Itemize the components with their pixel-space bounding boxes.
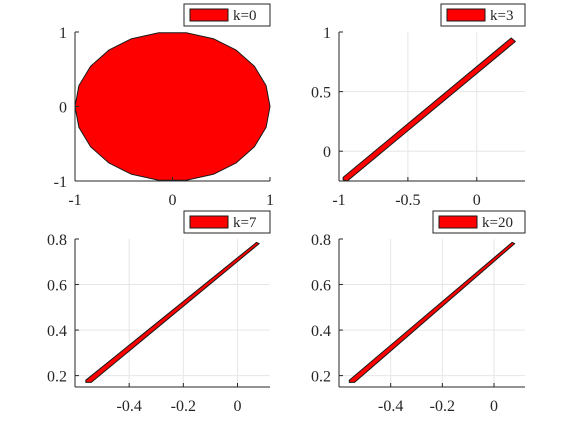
y-tick-label: 0.2 <box>311 369 331 386</box>
y-tick-label: 0.4 <box>47 323 67 340</box>
legend-label: k=3 <box>490 8 513 24</box>
x-tick-label: -0.5 <box>395 192 420 209</box>
subplot-3: -0.4 -0.2 0 0.2 0.4 0.6 0.8 k=7 <box>47 210 271 415</box>
y-tick-label: 0.2 <box>47 369 67 386</box>
subplot-4: -0.4 -0.2 0 0.2 0.4 0.6 0.8 k=20 <box>311 210 526 415</box>
subplot-1: -1 0 1 -1 0 1 k=0 <box>54 3 274 209</box>
x-tick-label: -0.4 <box>378 398 403 415</box>
polygon-region <box>85 241 260 383</box>
y-tick-label: 0 <box>59 100 67 117</box>
legend-swatch <box>189 215 229 229</box>
x-tick-label: -1 <box>332 192 345 209</box>
legend-label: k=20 <box>482 215 513 231</box>
x-tick-label: 0 <box>234 398 242 415</box>
x-tick-label: -1 <box>68 192 81 209</box>
y-tick-label: 0.8 <box>47 232 67 249</box>
y-tick-label: 0 <box>323 144 331 161</box>
legend-swatch <box>438 215 478 229</box>
y-tick-label: 0.5 <box>311 85 331 102</box>
y-tick-label: 0.8 <box>311 232 331 249</box>
subplot-2: -1 -0.5 0 0 0.5 1 k=3 <box>311 3 526 209</box>
x-tick-label: 0 <box>473 192 481 209</box>
x-tick-label: 1 <box>266 192 274 209</box>
legend-label: k=7 <box>233 215 257 231</box>
x-tick-label: 0 <box>490 398 498 415</box>
y-tick-label: -1 <box>54 174 67 191</box>
x-tick-label: 0 <box>169 192 177 209</box>
legend-swatch <box>189 8 229 22</box>
legend-swatch <box>446 8 486 22</box>
x-tick-label: -0.2 <box>430 398 455 415</box>
polygon-region <box>348 241 516 383</box>
y-tick-label: 0.4 <box>311 323 331 340</box>
polygon-region <box>74 32 271 181</box>
y-tick-label: 0.6 <box>311 278 331 295</box>
legend-label: k=0 <box>233 8 256 24</box>
x-tick-label: -0.2 <box>171 398 196 415</box>
x-tick-label: -0.4 <box>117 398 142 415</box>
y-tick-label: 0.6 <box>47 278 67 295</box>
y-tick-label: 1 <box>323 25 331 42</box>
y-tick-label: 1 <box>59 25 67 42</box>
polygon-region <box>342 37 516 182</box>
